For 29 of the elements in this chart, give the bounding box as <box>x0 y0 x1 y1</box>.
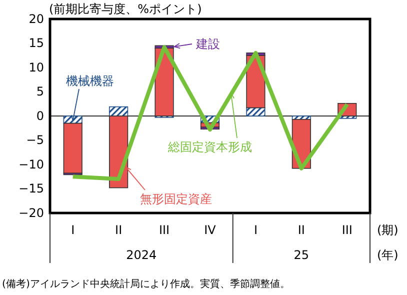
text: (年) <box>377 248 398 262</box>
bar <box>109 106 128 116</box>
text: 25 <box>294 248 310 262</box>
text: 2024 <box>126 248 157 262</box>
y-tick-label: 10 <box>28 60 44 74</box>
x-tick-label: III <box>158 223 170 237</box>
series-label: 総固定資本形成 <box>167 140 252 154</box>
x-tick-label: III <box>342 223 352 237</box>
x-tick-label: II <box>298 223 305 237</box>
y-tick-label: 20 <box>28 12 44 26</box>
y-tick-label: −5 <box>26 133 44 148</box>
y-tick-label: −15 <box>18 182 44 196</box>
y-tick-label: 0 <box>36 108 44 123</box>
series-label: 無形固定資産 <box>140 192 212 206</box>
chart-title: (前期比寄与度、%ポイント) <box>49 2 202 16</box>
text: (期) <box>377 223 398 237</box>
text: (備考)アイルランド中央統計局により作成。実質、季節調整値。 <box>2 278 290 290</box>
bar <box>246 107 266 116</box>
x-tick-label: IV <box>204 223 217 237</box>
y-tick-label: 5 <box>36 84 44 99</box>
x-tick-label: I <box>71 223 75 237</box>
y-tick-label: −10 <box>18 157 44 172</box>
legend-label: 建設 <box>195 37 220 51</box>
x-tick-label: II <box>115 223 122 237</box>
bar <box>63 122 82 174</box>
y-tick-label: 15 <box>28 36 44 50</box>
y-tick-label: −20 <box>18 206 44 220</box>
x-tick-label: I <box>254 223 258 237</box>
series-label: 機械機器 <box>66 74 114 88</box>
